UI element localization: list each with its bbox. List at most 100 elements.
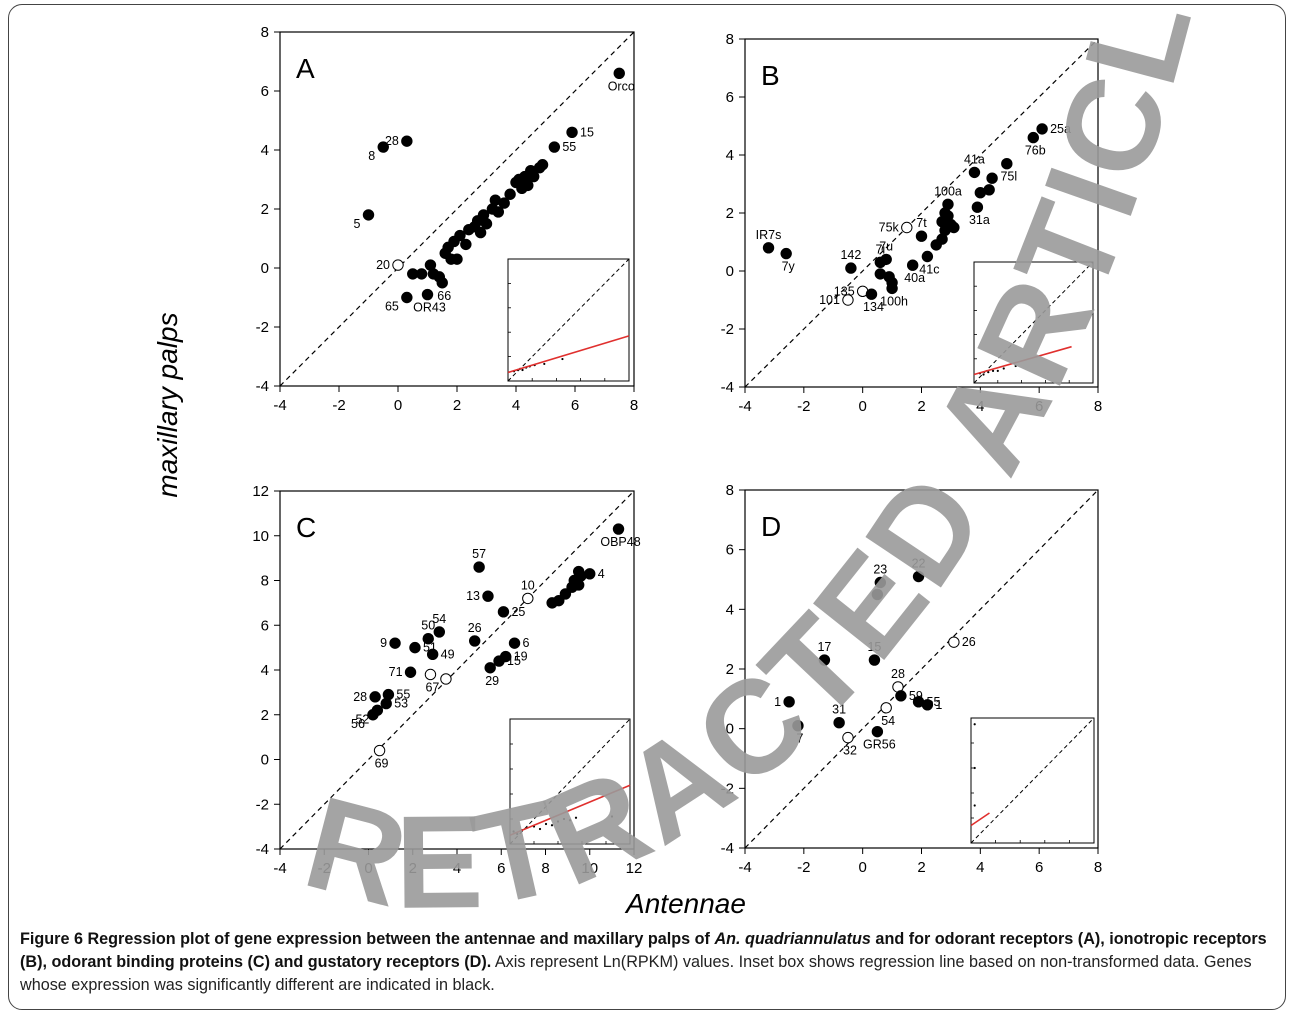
caption-title: Figure 6 Regression plot of gene express… <box>20 930 1267 971</box>
data-point <box>421 288 434 301</box>
data-point <box>566 126 578 139</box>
data-point <box>868 654 881 666</box>
y-tick-label: -4 <box>721 840 734 857</box>
data-point <box>559 588 572 600</box>
y-tick-label: 2 <box>726 661 734 678</box>
data-point <box>482 590 494 602</box>
inset-point <box>568 819 572 822</box>
point-label: 29 <box>485 674 499 688</box>
point-label: 23 <box>873 562 887 576</box>
data-point <box>401 135 413 147</box>
data-point <box>424 668 437 681</box>
data-point <box>497 606 510 618</box>
data-point <box>362 209 375 221</box>
x-tick-label: 10 <box>581 860 598 877</box>
y-tick-label: 0 <box>726 721 734 738</box>
point-label: 7u <box>879 239 893 253</box>
point-label: 50 <box>421 619 435 633</box>
point-label: 7y <box>782 260 796 274</box>
y-tick-label: 6 <box>261 617 269 634</box>
chart-panel-B: -4 -2 0 2 4 6 8 -4 -2 0 2 4 6 8 B 25a 76b 75l 41a 31a 100a 75… <box>721 31 1103 415</box>
data-point <box>426 648 439 661</box>
point-label: 6 <box>523 636 530 650</box>
point-label: 134 <box>863 300 884 314</box>
x-tick-label: -4 <box>273 397 286 414</box>
inset-diagonal <box>970 717 1095 844</box>
point-label: 56 <box>351 717 365 731</box>
point-label: 54 <box>432 612 446 626</box>
data-point <box>948 636 960 648</box>
point-label: 31a <box>969 213 990 227</box>
inset-point <box>516 832 519 836</box>
y-tick-label: 8 <box>261 573 269 590</box>
point-label: 9 <box>380 636 387 650</box>
data-point <box>1001 158 1013 170</box>
data-point <box>409 641 421 654</box>
point-label: 101 <box>819 293 840 307</box>
point-label: 40a <box>904 271 925 285</box>
data-point <box>906 259 919 271</box>
data-point <box>369 691 381 703</box>
point-label: 100a <box>934 184 962 198</box>
data-point <box>522 179 534 192</box>
inset-point <box>987 371 990 374</box>
point-label: 20 <box>376 258 390 272</box>
identity-diagonal <box>744 38 1099 388</box>
point-label: 53 <box>394 697 408 711</box>
inset-plot <box>509 718 631 845</box>
x-tick-label: 6 <box>497 860 505 877</box>
data-point <box>880 702 892 714</box>
x-tick-label: -2 <box>318 860 331 877</box>
inset-point <box>610 815 614 818</box>
x-axis-label: Antennae <box>626 888 746 919</box>
data-point <box>480 218 493 230</box>
inset-point <box>1014 364 1017 368</box>
data-point <box>504 188 516 200</box>
x-tick-label: 2 <box>409 860 417 877</box>
x-tick-label: 2 <box>917 398 925 415</box>
x-tick-label: 8 <box>1094 859 1102 876</box>
chart-panel-A: -4 -2 0 2 4 6 8 -4 -2 0 2 4 6 8 A Orco 15 55 28 8 5 20 66 65 OR4… <box>256 24 639 414</box>
point-label: 54 <box>881 714 895 728</box>
x-tick-label: 4 <box>976 398 984 415</box>
point-label: 7i <box>875 242 885 256</box>
x-tick-label: 8 <box>541 860 549 877</box>
y-tick-label: 0 <box>261 260 269 277</box>
point-label: 71 <box>389 665 403 679</box>
inset-point <box>521 368 524 372</box>
point-label: 15 <box>867 640 881 654</box>
data-point <box>783 696 795 708</box>
point-label: 32 <box>843 744 857 758</box>
x-tick-label: -2 <box>797 859 810 876</box>
point-label: 25 <box>511 605 525 619</box>
y-tick-label: 4 <box>261 662 269 679</box>
data-point <box>886 276 898 289</box>
data-point <box>433 626 445 638</box>
point-label: 26 <box>962 635 976 649</box>
caption-species: An. quadriannulatus <box>714 930 871 948</box>
data-point <box>842 294 854 306</box>
point-label: Orco <box>608 79 635 93</box>
y-tick-label: 4 <box>726 601 734 618</box>
y-tick-label: -4 <box>256 378 269 395</box>
y-tick-label: 4 <box>261 142 269 159</box>
data-point <box>553 594 565 607</box>
x-tick-label: 12 <box>626 860 643 877</box>
point-label: 41a <box>964 152 985 166</box>
inset-point <box>538 827 542 831</box>
point-label: 100h <box>880 294 908 308</box>
y-tick-label: 0 <box>261 752 269 769</box>
data-point <box>792 719 804 732</box>
point-label: 22 <box>912 557 926 571</box>
inset-point <box>561 357 564 361</box>
y-tick-label: -2 <box>721 321 734 338</box>
data-point <box>762 242 775 254</box>
inset-point <box>991 369 995 372</box>
point-label: OBP48 <box>600 535 640 549</box>
y-tick-label: 6 <box>726 542 734 559</box>
inset-point <box>574 816 578 819</box>
point-label: 76b <box>1025 144 1046 158</box>
point-label: 65 <box>385 300 399 314</box>
